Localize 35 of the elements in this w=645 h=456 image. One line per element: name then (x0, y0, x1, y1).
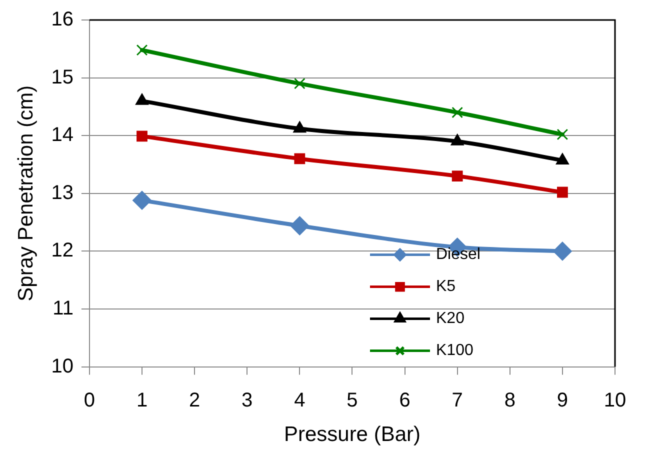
x-tick-label: 1 (136, 389, 148, 412)
point (136, 130, 148, 142)
point (132, 190, 152, 210)
x-tick-label: 4 (294, 389, 306, 412)
point (290, 216, 310, 236)
point (556, 186, 568, 198)
y-tick-label: 13 (51, 182, 74, 204)
y-tick-label: 11 (52, 298, 74, 320)
x-tick-label: 10 (604, 389, 626, 412)
legend-label: K100 (436, 342, 474, 360)
y-tick-label: 16 (51, 8, 74, 31)
x-tick-label: 6 (399, 389, 410, 412)
y-axis-title: Spray Penetration (cm) (14, 85, 38, 302)
x-tick-label: 5 (346, 389, 358, 412)
legend-label: K20 (436, 310, 465, 328)
x-tick-label: 0 (84, 389, 96, 412)
point (294, 78, 306, 90)
y-tick-label: 15 (51, 66, 74, 88)
y-tick-label: 10 (51, 355, 74, 378)
x-tick-label: 7 (452, 389, 463, 412)
x-tick-label: 8 (504, 389, 516, 412)
y-tick-label: 14 (51, 124, 74, 146)
x-tick-label: 9 (556, 389, 568, 412)
point (452, 106, 464, 118)
legend-label: Diesel (436, 246, 480, 264)
y-tick-label: 12 (51, 240, 74, 262)
point (556, 128, 568, 140)
point (136, 44, 148, 56)
legend-label: K5 (436, 278, 456, 296)
x-tick-label: 2 (188, 389, 200, 412)
point (294, 153, 306, 164)
x-axis-title: Pressure (Bar) (284, 423, 420, 446)
point (452, 170, 463, 182)
point (552, 242, 572, 261)
x-tick-label: 3 (242, 389, 253, 412)
